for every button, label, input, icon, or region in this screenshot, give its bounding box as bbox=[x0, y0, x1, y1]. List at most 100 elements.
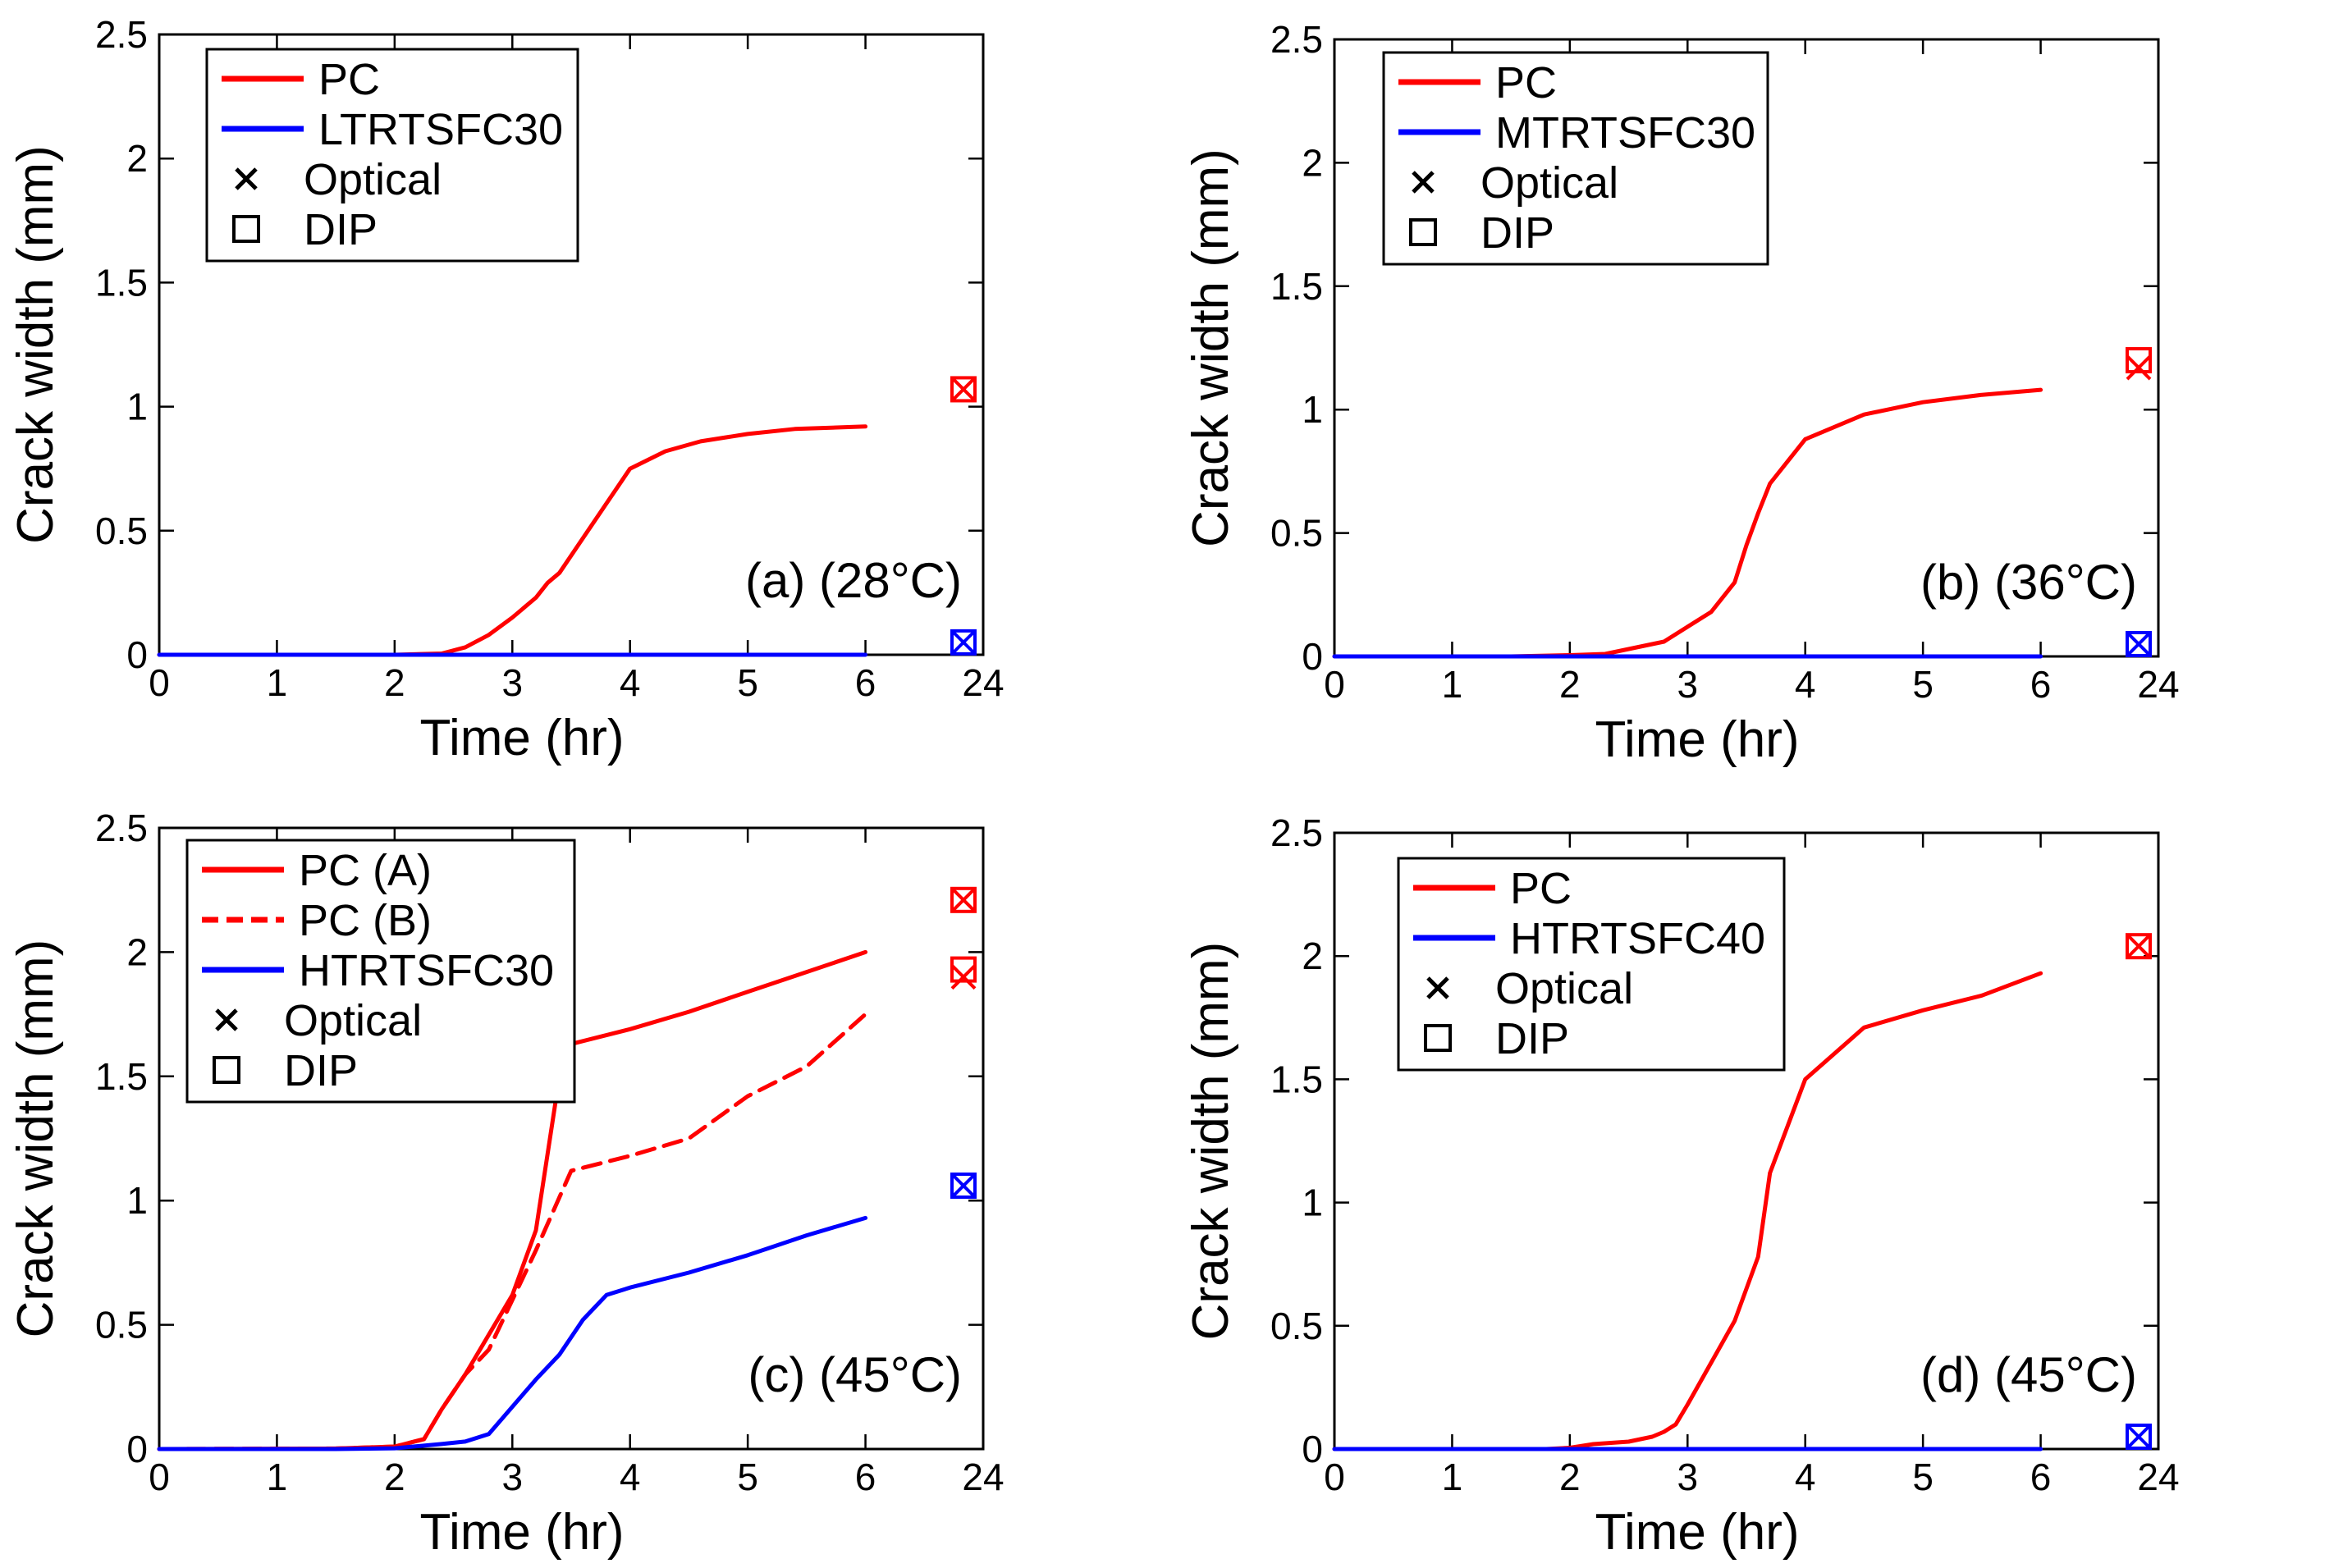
optical-marker-stroke bbox=[950, 1173, 977, 1199]
y-tick-label: 1.5 bbox=[1270, 1058, 1323, 1100]
y-tick-label: 0.5 bbox=[1270, 512, 1323, 555]
series-line-htrtsfc30 bbox=[157, 1215, 868, 1451]
y-tick-label: 2.5 bbox=[1270, 811, 1323, 854]
legend-swatch-square bbox=[1424, 1024, 1452, 1052]
dip-marker bbox=[2126, 347, 2152, 374]
x-tick-label: 0 bbox=[149, 661, 170, 704]
x-tick-label: 6 bbox=[855, 661, 876, 704]
legend-swatch-stroke bbox=[1412, 171, 1435, 194]
x-tick-label: 4 bbox=[1795, 1456, 1816, 1498]
y-tick-label: 0.5 bbox=[95, 510, 148, 552]
legend-label: DIP bbox=[284, 1046, 358, 1095]
x-tick-label: 1 bbox=[267, 1456, 288, 1498]
series-line-pc bbox=[1332, 971, 2043, 1451]
optical-marker-stroke bbox=[2126, 631, 2152, 657]
x-tick-label: 24 bbox=[962, 661, 1004, 704]
y-axis-label: Crack width (mm) bbox=[1183, 149, 1239, 547]
y-tick-label: 2 bbox=[126, 930, 148, 973]
x-tick-label: 6 bbox=[855, 1456, 876, 1498]
x-tick-label: 3 bbox=[501, 1456, 523, 1498]
legend-label: PC (B) bbox=[299, 896, 432, 945]
optical-marker bbox=[2126, 631, 2152, 657]
panel-label: (a) (28°C) bbox=[745, 553, 962, 608]
optical-marker-stroke bbox=[2126, 354, 2152, 381]
legend-label: HTRTSFC40 bbox=[1510, 914, 1765, 963]
legend-box bbox=[1397, 857, 1786, 1072]
x-tick-label: 2 bbox=[384, 1456, 405, 1498]
x-tick-label: 4 bbox=[620, 661, 641, 704]
legend-label: HTRTSFC30 bbox=[299, 946, 554, 995]
legend-label: DIP bbox=[1480, 208, 1554, 258]
legend-label: PC (A) bbox=[299, 846, 432, 895]
x-tick-label: 0 bbox=[1324, 1456, 1345, 1498]
y-tick-label: 1.5 bbox=[95, 1055, 148, 1098]
x-tick-label: 5 bbox=[737, 1456, 758, 1498]
y-tick-label: 1 bbox=[1302, 1182, 1323, 1224]
legend-swatch-square bbox=[213, 1056, 240, 1084]
x-tick-label: 1 bbox=[267, 661, 288, 704]
x-axis-label: Time (hr) bbox=[419, 1504, 624, 1561]
x-tick-label: 1 bbox=[1442, 663, 1463, 706]
y-tick-label: 0 bbox=[126, 1428, 148, 1470]
optical-marker bbox=[950, 377, 977, 402]
x-tick-label: 0 bbox=[1324, 663, 1345, 706]
y-tick-label: 2 bbox=[1302, 141, 1323, 184]
legend-label: PC bbox=[1510, 864, 1572, 913]
dip-marker bbox=[950, 376, 977, 403]
optical-marker bbox=[950, 1173, 977, 1199]
optical-marker-stroke bbox=[950, 964, 977, 990]
series-line-pc bbox=[157, 424, 868, 657]
plot-frame bbox=[158, 826, 985, 1451]
dip-marker bbox=[950, 629, 977, 656]
y-tick-label: 2 bbox=[126, 137, 148, 180]
dip-marker bbox=[950, 956, 977, 983]
y-tick-label: 2 bbox=[1302, 935, 1323, 977]
chart-panel-c: 0 1 2 3 4 5 6 24 0 0.5 1 1.5 2 2.5 Time (hr) Crack widt… bbox=[7, 807, 1005, 1561]
y-tick-label: 1.5 bbox=[95, 261, 148, 304]
chart-panel-d: 0 1 2 3 4 5 6 24 0 0.5 1 1.5 2 2.5 Time (hr) Crack widt… bbox=[1183, 811, 2180, 1561]
x-axis-label: Time (hr) bbox=[1595, 711, 1799, 768]
y-tick-label: 0.5 bbox=[95, 1304, 148, 1346]
x-tick-label: 3 bbox=[1677, 663, 1698, 706]
optical-marker bbox=[950, 629, 977, 656]
x-tick-label: 24 bbox=[2137, 663, 2179, 706]
legend-swatch-stroke bbox=[235, 167, 258, 190]
optical-marker bbox=[2126, 1424, 2152, 1450]
optical-marker bbox=[2126, 354, 2152, 381]
legend-box bbox=[1382, 51, 1769, 266]
optical-marker bbox=[2126, 933, 2152, 959]
legend-label: PC bbox=[1495, 58, 1557, 107]
optical-marker-stroke bbox=[950, 377, 977, 402]
legend-label: DIP bbox=[304, 205, 378, 254]
legend-swatch-cross bbox=[215, 1008, 238, 1031]
x-tick-label: 5 bbox=[1912, 1456, 1934, 1498]
optical-marker bbox=[950, 964, 977, 990]
y-axis-label: Crack width (mm) bbox=[1183, 942, 1239, 1341]
dip-marker bbox=[950, 1173, 977, 1200]
y-tick-label: 0 bbox=[126, 633, 148, 676]
legend-swatch-cross bbox=[1412, 171, 1435, 194]
legend-label: LTRTSFC30 bbox=[318, 105, 563, 154]
legend-swatch-stroke bbox=[215, 1008, 238, 1031]
x-tick-label: 3 bbox=[501, 661, 523, 704]
x-tick-label: 5 bbox=[1912, 663, 1934, 706]
y-tick-label: 2.5 bbox=[1270, 18, 1323, 61]
legend-swatch-square bbox=[1409, 218, 1437, 246]
y-tick-label: 1.5 bbox=[1270, 265, 1323, 308]
panel-label: (c) (45°C) bbox=[748, 1347, 962, 1402]
legend-label: DIP bbox=[1495, 1014, 1569, 1063]
optical-marker bbox=[950, 887, 977, 913]
x-tick-label: 4 bbox=[620, 1456, 641, 1498]
x-tick-label: 3 bbox=[1677, 1456, 1698, 1498]
legend-swatch-cross bbox=[1426, 976, 1449, 999]
panel-label: (b) (36°C) bbox=[1920, 555, 2137, 610]
y-tick-label: 1 bbox=[126, 1179, 148, 1222]
panel-label: (d) (45°C) bbox=[1920, 1347, 2137, 1402]
series-line-pc bbox=[1332, 387, 2043, 659]
legend-swatch-stroke bbox=[1426, 976, 1449, 999]
legend-label: Optical bbox=[1480, 158, 1618, 208]
x-tick-label: 2 bbox=[1559, 1456, 1581, 1498]
